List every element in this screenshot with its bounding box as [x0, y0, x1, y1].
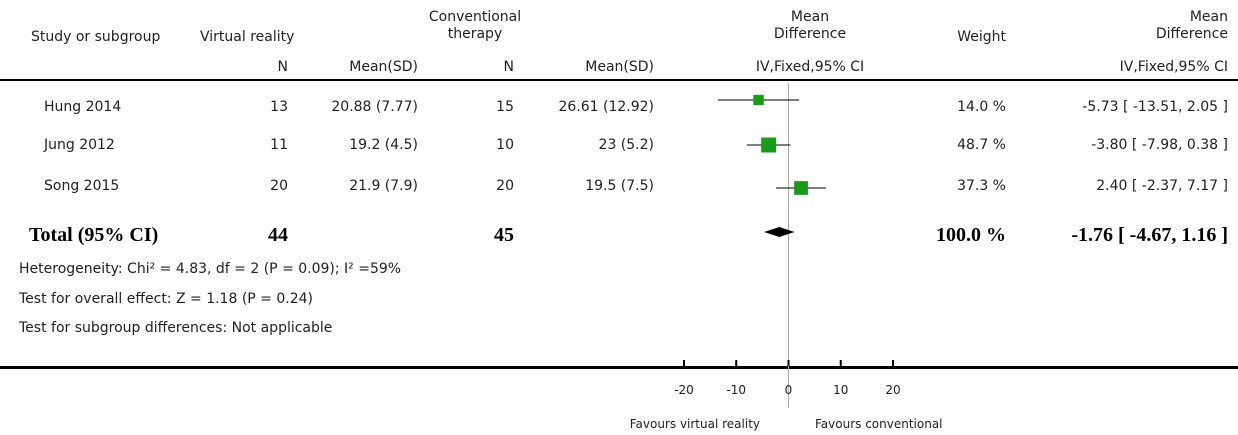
study-ci: 2.40 [ -2.37, 7.17 ]	[1096, 178, 1228, 194]
effect-marker	[761, 137, 777, 153]
col-header-virtual-reality: Virtual reality	[200, 29, 295, 45]
study-n2: 10	[496, 137, 514, 153]
total-n1: 44	[268, 224, 288, 246]
col-header-md2-line2: Difference	[1155, 26, 1228, 42]
study-ci: -5.73 [ -13.51, 2.05 ]	[1082, 99, 1228, 115]
col-subheader-method1: IV,Fixed,95% CI	[755, 59, 865, 75]
study-name: Song 2015	[44, 178, 120, 194]
total-label: Total (95% CI)	[29, 224, 159, 246]
study-weight: 48.7 %	[957, 137, 1006, 153]
total-weight: 100.0 %	[936, 224, 1006, 246]
heterogeneity-note: Heterogeneity: Chi² = 4.83, df = 2 (P = …	[19, 261, 402, 277]
effect-marker	[753, 94, 764, 106]
study-n2: 15	[496, 99, 514, 115]
axis-tick-label: -20	[674, 383, 694, 397]
study-n1: 20	[270, 178, 288, 194]
study-n1: 11	[270, 137, 288, 153]
study-weight: 37.3 %	[957, 178, 1006, 194]
study-n1: 13	[270, 99, 288, 115]
study-mean2: 26.61 (12.92)	[558, 99, 654, 115]
axis-tick-label: 20	[885, 383, 900, 397]
study-mean1: 20.88 (7.77)	[331, 99, 418, 115]
col-subheader-mean1: Mean(SD)	[349, 59, 418, 75]
study-mean2: 23 (5.2)	[598, 137, 654, 153]
effect-marker	[794, 181, 808, 195]
study-mean1: 21.9 (7.9)	[349, 178, 418, 194]
study-n2: 20	[496, 178, 514, 194]
header-divider	[0, 79, 1238, 81]
col-header-md-line1: Mean	[790, 9, 830, 25]
favours-left-label: Favours virtual reality	[629, 417, 760, 431]
overall-effect-note: Test for overall effect: Z = 1.18 (P = 0…	[19, 291, 313, 307]
col-subheader-mean2: Mean(SD)	[585, 59, 654, 75]
col-subheader-method2: IV,Fixed,95% CI	[1119, 59, 1228, 75]
axis-tick-label: 0	[785, 383, 793, 397]
study-mean1: 19.2 (4.5)	[349, 137, 418, 153]
axis-tick-label: 10	[833, 383, 848, 397]
favours-right-label: Favours conventional	[815, 417, 943, 431]
study-ci: -3.80 [ -7.98, 0.38 ]	[1091, 137, 1228, 153]
bottom-divider	[0, 366, 1238, 369]
col-header-conventional-line1: Conventional	[428, 9, 522, 25]
total-n2: 45	[494, 224, 514, 246]
total-ci: -1.76 [ -4.67, 1.16 ]	[1071, 224, 1228, 246]
study-name: Hung 2014	[44, 99, 122, 115]
col-subheader-n1: N	[277, 59, 288, 75]
col-header-md-line2: Difference	[773, 26, 847, 42]
total-diamond	[764, 227, 795, 237]
col-header-study: Study or subgroup	[31, 29, 161, 45]
col-subheader-n2: N	[503, 59, 514, 75]
col-header-conventional-line2: therapy	[447, 26, 503, 42]
study-mean2: 19.5 (7.5)	[585, 178, 654, 194]
col-header-md2-line1: Mean	[1189, 9, 1228, 25]
col-header-weight: Weight	[957, 29, 1006, 45]
subgroup-note: Test for subgroup differences: Not appli…	[19, 320, 333, 336]
study-name: Jung 2012	[44, 137, 115, 153]
study-weight: 14.0 %	[957, 99, 1006, 115]
axis-tick-label: -10	[726, 383, 746, 397]
